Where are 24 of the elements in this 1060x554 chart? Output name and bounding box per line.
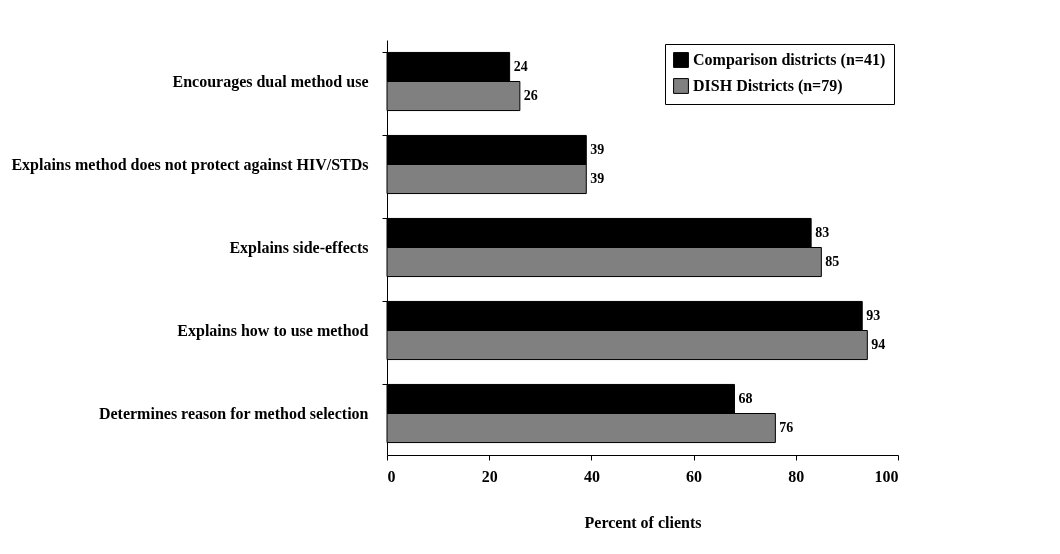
data-label: 93	[866, 307, 881, 323]
data-label: 26	[523, 88, 538, 104]
y-tick-label: Explains how to use method	[177, 321, 369, 340]
x-tick-label: 80	[788, 467, 805, 485]
y-tick-label: Determines reason for method selection	[98, 404, 369, 422]
data-label: 24	[513, 58, 528, 74]
x-tick-label: 20	[481, 467, 498, 485]
data-label: 85	[825, 254, 840, 270]
data-label: 76	[779, 420, 794, 436]
data-label: 68	[738, 390, 753, 406]
x-tick-label: 60	[686, 467, 703, 485]
x-tick-label: 100	[874, 467, 899, 485]
x-tick-label: 0	[387, 467, 396, 485]
x-tick-label: 40	[583, 467, 600, 485]
legend-label: DISH Districts (n=79)	[693, 77, 843, 95]
y-tick-label: Explains side-effects	[229, 238, 369, 257]
data-label: 39	[590, 171, 605, 187]
x-axis-title: Percent of clients	[584, 513, 702, 531]
y-tick-label: Explains method does not protect against HIV/STDs	[11, 155, 369, 174]
data-label: 39	[590, 141, 605, 157]
y-tick-label: Encourages dual method use	[172, 72, 369, 91]
data-label: 83	[815, 224, 830, 240]
legend-label: Comparison districts (n=41)	[693, 51, 886, 69]
data-label: 94	[871, 337, 886, 353]
